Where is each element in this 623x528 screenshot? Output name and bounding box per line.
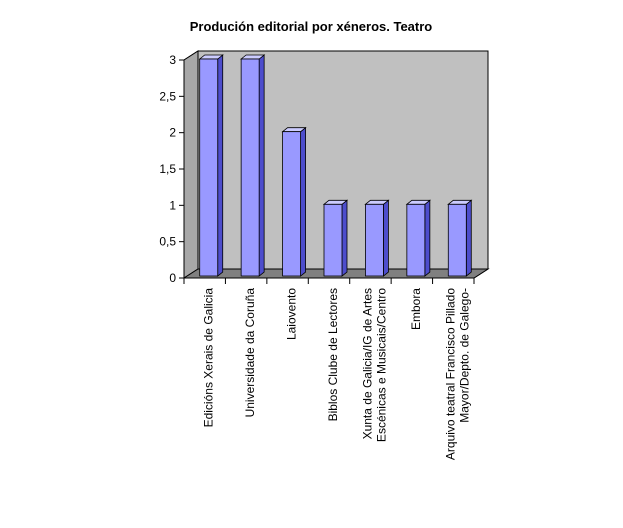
bar <box>447 199 473 277</box>
x-category-label: Embora <box>409 288 423 330</box>
bar-side <box>258 54 265 277</box>
bar-side <box>300 126 306 277</box>
bar-front <box>447 203 467 277</box>
y-tick-label: 2,5 <box>159 89 176 103</box>
bar-front <box>199 58 219 277</box>
x-category-label-line: Universidade da Coruña <box>243 288 257 418</box>
x-axis: Edicións Xerais de Galicia Universidade d… <box>183 277 475 460</box>
bar-front <box>282 131 301 277</box>
y-axis: 0 0,5 1 1,5 2 2,5 3 <box>159 53 185 285</box>
bar-side <box>465 199 472 277</box>
x-category-label-line: Escénicas e Musicais/Centro <box>374 288 388 442</box>
x-category-label-line: Xunta de Galicia/IG de Artes <box>360 288 374 439</box>
bar-side <box>217 54 224 277</box>
x-category-label: Edicións Xerais de Galicia <box>202 288 216 428</box>
x-category-label: Laiovento <box>285 288 299 340</box>
x-category-label-line: Laiovento <box>285 288 299 340</box>
y-tick-label: 1,5 <box>159 162 176 176</box>
bar-side <box>383 199 389 277</box>
bar-side <box>424 199 431 277</box>
y-tick-label: 1 <box>169 198 176 212</box>
bar <box>405 199 431 277</box>
bar <box>322 199 349 277</box>
x-category-label: Universidade da Coruña <box>243 288 257 418</box>
x-category-label: Biblos Clube de Lectores <box>326 288 340 421</box>
plot-side-wall <box>183 50 199 279</box>
y-tick-label: 2 <box>169 126 176 140</box>
bar <box>281 126 307 277</box>
bar-front <box>323 203 343 277</box>
bar-side <box>341 199 348 277</box>
bar-front <box>365 203 384 277</box>
x-category-label-line: Edicións Xerais de Galicia <box>202 288 216 428</box>
x-category-label-line: Embora <box>409 288 423 330</box>
bars-group <box>198 54 473 277</box>
bar <box>240 54 266 277</box>
x-category-label: Arquivo teatral Francisco PilladoMayor/D… <box>443 288 471 460</box>
x-category-label-line: Arquivo teatral Francisco Pillado <box>443 288 457 460</box>
x-category-label-line: Mayor/Depto. de Galego- <box>457 288 471 423</box>
chart-title: Produción editorial por xéneros. Teatro <box>190 19 433 34</box>
y-tick-label: 0,5 <box>159 235 176 249</box>
bar <box>364 199 390 277</box>
bar-front <box>406 203 426 277</box>
y-tick-label: 0 <box>169 271 176 285</box>
x-category-label-line: Biblos Clube de Lectores <box>326 288 340 421</box>
bar <box>198 54 224 277</box>
x-category-label: Xunta de Galicia/IG de ArtesEscénicas e … <box>360 288 388 442</box>
y-tick-label: 3 <box>169 53 176 67</box>
bar-front <box>240 58 260 277</box>
